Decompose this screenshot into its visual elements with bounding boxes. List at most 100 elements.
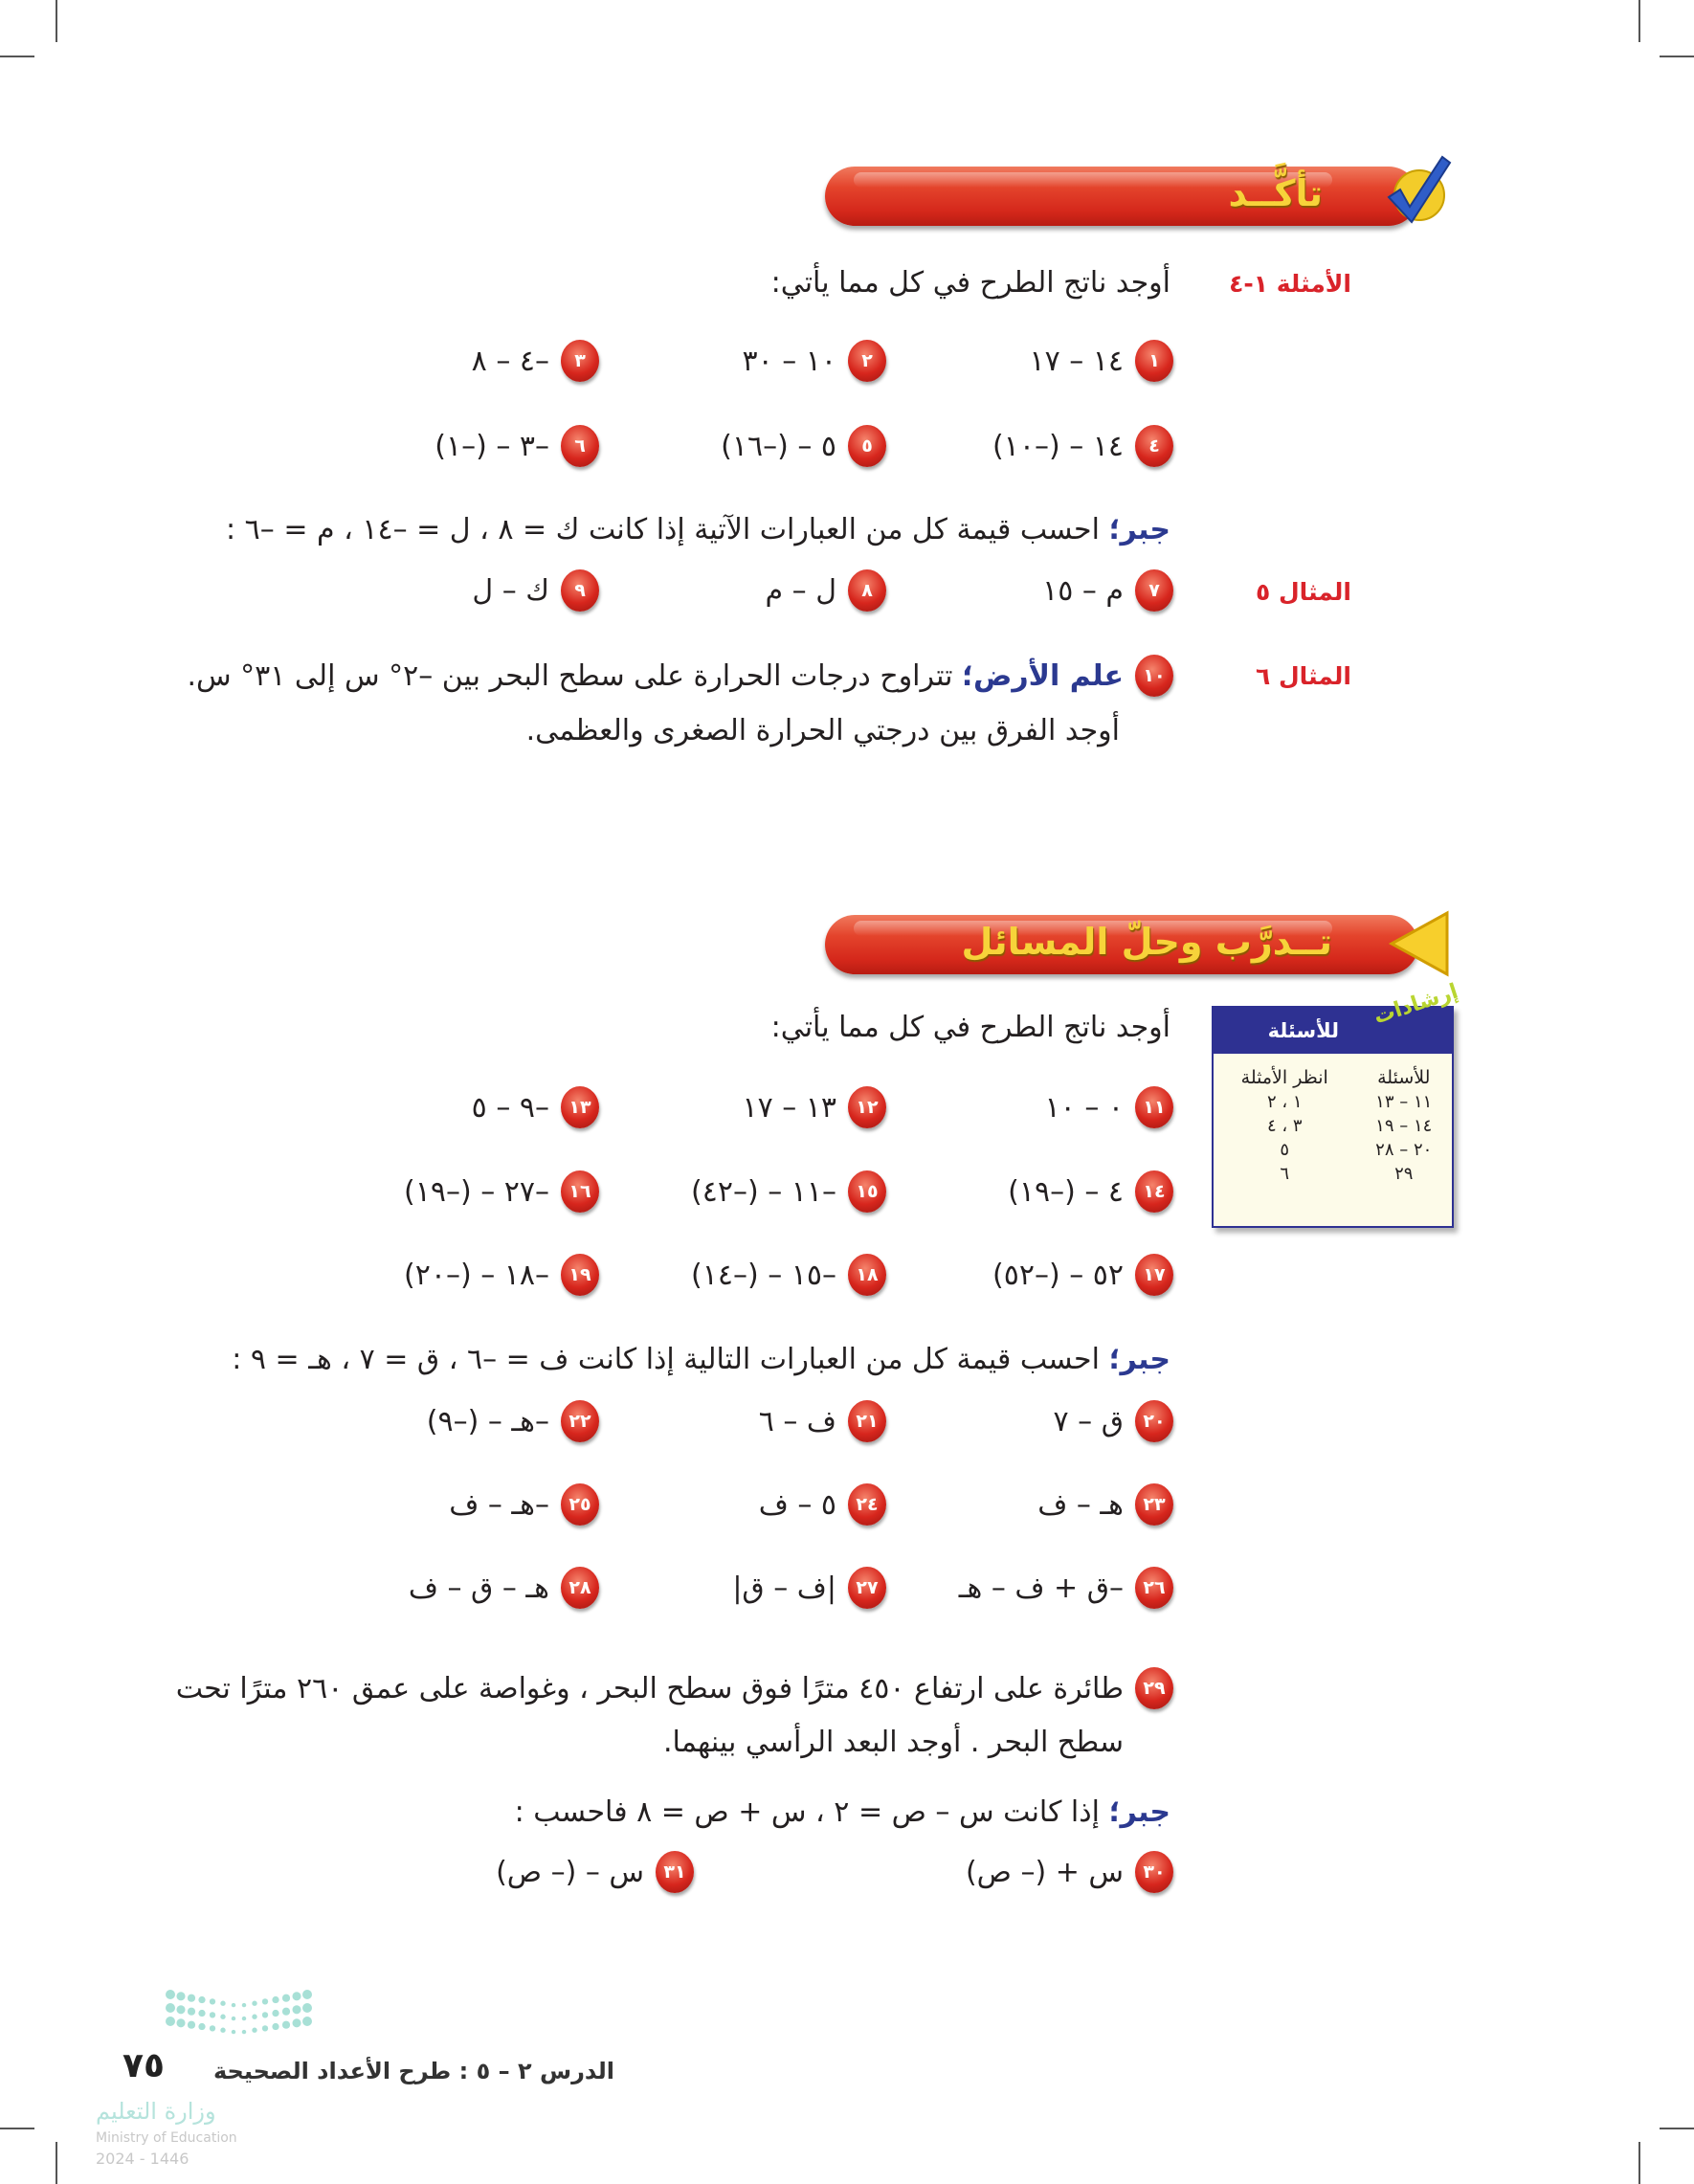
problem-10: ١٠ علم الأرض؛ تتراوح درجات الحرارة على س…: [187, 655, 1173, 697]
algebra-keyword: جبر؛: [1108, 1795, 1170, 1829]
crop-mark: [1638, 2142, 1640, 2184]
expression: ٥٢ – (–٥٢): [992, 1258, 1124, 1292]
logo-dot: [187, 2007, 196, 2016]
crop-mark: [1660, 2128, 1694, 2129]
logo-dot: [281, 2007, 291, 2016]
tips-row: ٢٩ ٦: [1214, 1162, 1452, 1186]
number-badge: ٣: [561, 340, 599, 382]
number-badge: ١٢: [848, 1086, 886, 1128]
logo-dot: [261, 2025, 269, 2032]
page-number: ٧٥: [123, 2046, 165, 2085]
expression: ٤ – (–١٩): [1008, 1174, 1124, 1209]
logo-dot: [176, 2018, 186, 2028]
exercise-item: ٢٢ –هـ – (–٩): [427, 1400, 599, 1442]
number-badge: ١١: [1135, 1086, 1173, 1128]
expression: هـ – ف: [1037, 1487, 1124, 1522]
exercise-item: ١٧ ٥٢ – (–٥٢): [992, 1254, 1173, 1296]
exercise-item: ٢٠ ق – ٧: [1054, 1400, 1173, 1442]
expression: ف – ٦: [758, 1404, 836, 1438]
exercise-item: ٤ ١٤ – (–١٠): [992, 425, 1173, 467]
logo-dot: [292, 1992, 301, 2001]
logo-dot: [198, 2022, 206, 2031]
number-badge: ٤: [1135, 425, 1173, 467]
number-badge: ٢٢: [561, 1400, 599, 1442]
logo-dot: [261, 2012, 269, 2018]
exercise-item: ٢٣ هـ – ف: [1037, 1483, 1173, 1526]
logo-dot: [166, 2017, 175, 2026]
watermark-english: Ministry of Education: [96, 2130, 237, 2146]
watermark-arabic: وزارة التعليم: [96, 2098, 216, 2125]
number-badge: ٢: [848, 340, 886, 382]
tips-box: إرشادات للأسئلة للأسئلة انظر الأمثلة ١١ …: [1212, 980, 1461, 1228]
number-badge: ٩: [561, 569, 599, 612]
logo-dot: [187, 1994, 196, 2002]
logo-dot: [281, 2020, 291, 2029]
tips-row: ١٤ – ١٩ ٣ ، ٤: [1214, 1114, 1452, 1138]
exercise-item: ١٩ –١٨ – (–٢٠): [404, 1254, 599, 1296]
instruction: أوجد ناتج الطرح في كل مما يأتي:: [770, 266, 1170, 300]
expression: –٤ – ٨: [471, 344, 549, 378]
example6-label: المثال ٦: [1256, 662, 1351, 690]
logo-dot: [198, 2009, 206, 2017]
exercise-item: ٢٨ هـ – ق – ف: [409, 1567, 599, 1609]
logo-dot: [198, 1995, 206, 2004]
exercise-item: ٣١ س – (– ص): [496, 1851, 694, 1893]
logo-dot: [272, 2009, 279, 2017]
number-badge: ١٠: [1135, 655, 1173, 697]
algebra-instruction: جبر؛ احسب قيمة كل من العبارات التالية إذ…: [232, 1343, 1170, 1376]
exercise-item: ١٨ –١٥ – (–١٤): [691, 1254, 886, 1296]
expression: ك – ل: [472, 573, 549, 608]
expression: ٠ – ١٠: [1044, 1090, 1124, 1125]
expression: –ق + ف – هـ: [958, 1571, 1124, 1605]
exercise-item: ١٤ ٤ – (–١٩): [1008, 1170, 1173, 1213]
logo-dot: [231, 2029, 236, 2035]
logo-dot: [231, 2002, 236, 2008]
expression: ل – م: [765, 573, 836, 608]
logo-dot: [220, 2014, 226, 2019]
expression: ١٣ – ١٧: [742, 1090, 836, 1125]
exercise-item: ٦ –٣ – (–١): [435, 425, 599, 467]
exercise-item: ١١ ٠ – ١٠: [1045, 1086, 1173, 1128]
banner-shine: [854, 172, 1332, 188]
tips-col-questions: للأسئلة: [1377, 1067, 1431, 1088]
expression: ٥ – (–١٦): [721, 429, 836, 463]
exercise-item: ٣٠ س + (– ص): [966, 1851, 1173, 1893]
tips-cell: ١١ – ١٣: [1375, 1092, 1433, 1112]
exercise-item: ٢ ١٠ – ٣٠: [742, 340, 886, 382]
logo-dot: [166, 1990, 175, 1999]
exercise-item: ١٣ –٩ – ٥: [472, 1086, 599, 1128]
exercise-item: ١٥ –١١ – (–٤٢): [691, 1170, 886, 1213]
logo-dot: [176, 1992, 186, 2001]
tips-title: للأسئلة: [1267, 1019, 1339, 1042]
expression: ق – ٧: [1053, 1404, 1124, 1438]
logo-dot: [241, 2016, 247, 2021]
logo-dot: [302, 1990, 312, 1999]
number-badge: ٢٥: [561, 1483, 599, 1526]
banner-title: تأكَّــد: [1228, 172, 1323, 214]
number-badge: ٣٠: [1135, 1851, 1173, 1893]
problem-text-line2: أوجد الفرق بين درجتي الحرارة الصغرى والع…: [525, 714, 1120, 747]
watermark-year: 2024 - 1446: [96, 2150, 189, 2168]
number-badge: ٢٤: [848, 1483, 886, 1526]
number-badge: ١٧: [1135, 1254, 1173, 1296]
number-badge: ١٣: [561, 1086, 599, 1128]
ministry-logo: [166, 1990, 312, 2035]
problem-text: تتراوح درجات الحرارة على سطح البحر بين –…: [187, 658, 953, 693]
number-badge: ٦: [561, 425, 599, 467]
logo-dot: [209, 1998, 216, 2005]
expression: –١٨ – (–٢٠): [404, 1258, 549, 1292]
expression: ١٠ – ٣٠: [742, 344, 836, 378]
exercise-item: ١٢ ١٣ – ١٧: [742, 1086, 886, 1128]
exercise-item: ٢٤ ٥ – ف: [759, 1483, 886, 1526]
expression: م – ١٥: [1042, 573, 1124, 608]
logo-dot: [302, 2003, 312, 2013]
instruction: أوجد ناتج الطرح في كل مما يأتي:: [770, 1011, 1170, 1044]
section-banner-practice: تــدرَّب وحلّ المسائل: [825, 915, 1418, 974]
expression: –١١ – (–٤٢): [691, 1174, 836, 1209]
exercise-item: ٣ –٤ – ٨: [472, 340, 599, 382]
number-badge: ٢٨: [561, 1567, 599, 1609]
number-badge: ١٩: [561, 1254, 599, 1296]
expression: –هـ – (–٩): [426, 1404, 549, 1438]
exercise-item: ٢٧ |ف – ق|: [732, 1567, 886, 1609]
lesson-title: الدرس ٢ – ٥ : طرح الأعداد الصحيحة: [212, 2058, 614, 2084]
